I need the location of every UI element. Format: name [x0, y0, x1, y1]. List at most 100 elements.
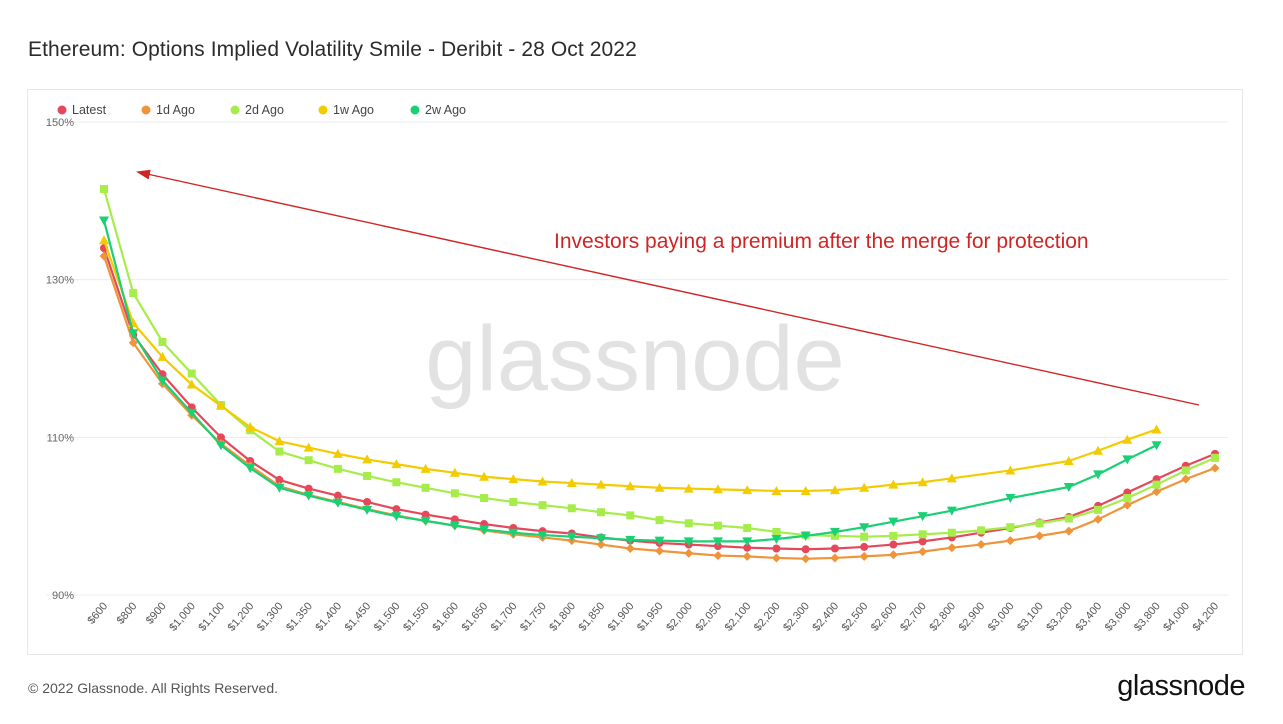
data-point — [860, 542, 869, 551]
data-point — [537, 531, 548, 541]
data-point — [596, 534, 607, 544]
data-point — [859, 523, 870, 533]
data-point — [742, 485, 753, 495]
data-point — [889, 540, 898, 549]
data-point — [829, 527, 840, 537]
x-tick-label: $1,100 — [196, 600, 227, 633]
x-tick-label: $2,300 — [781, 600, 812, 633]
x-tick-label: $2,600 — [869, 600, 900, 633]
data-point — [859, 551, 869, 561]
data-point — [362, 505, 373, 515]
data-point — [1093, 514, 1103, 524]
data-point — [684, 548, 694, 558]
data-point — [1063, 455, 1074, 465]
data-point — [363, 497, 372, 506]
y-tick-label: 150% — [46, 117, 74, 129]
data-point — [1094, 505, 1103, 514]
data-point — [977, 526, 986, 535]
data-point — [1151, 441, 1162, 451]
data-point — [654, 482, 665, 492]
x-tick-label: $1,600 — [430, 600, 461, 633]
x-tick-label: $600 — [85, 600, 110, 626]
data-point — [713, 551, 723, 561]
x-tick-label: $2,500 — [840, 600, 871, 633]
data-point — [421, 483, 430, 492]
legend-label: 1w Ago — [333, 103, 374, 117]
data-point — [800, 485, 811, 495]
x-tick-label: $1,550 — [401, 600, 432, 633]
legend-item[interactable]: 2w Ago — [410, 103, 467, 117]
data-point — [99, 251, 109, 261]
data-point — [1152, 487, 1162, 497]
data-point — [1210, 463, 1220, 473]
data-point — [1123, 494, 1132, 503]
data-point — [712, 537, 723, 547]
data-point — [128, 329, 139, 339]
data-point — [742, 537, 753, 547]
data-point — [888, 550, 898, 560]
data-point — [479, 525, 490, 535]
x-tick-label: $3,200 — [1044, 600, 1075, 633]
data-point — [363, 471, 372, 480]
data-point — [129, 289, 138, 298]
x-tick-label: $1,650 — [460, 600, 491, 633]
data-point — [859, 482, 870, 492]
x-tick-label: $1,850 — [576, 600, 607, 633]
data-point — [946, 506, 957, 516]
data-point — [509, 497, 518, 506]
data-point — [275, 475, 284, 484]
data-point — [421, 510, 430, 519]
data-point — [508, 474, 519, 484]
data-point — [683, 537, 694, 547]
data-point — [362, 454, 373, 464]
footer-logo: glassnode — [1117, 670, 1245, 702]
legend-item[interactable]: 1d Ago — [141, 103, 195, 117]
data-point — [333, 464, 342, 473]
data-point — [830, 544, 839, 553]
data-point — [743, 523, 752, 532]
series-1w-ago — [99, 235, 1162, 495]
data-point — [391, 459, 402, 469]
data-point — [304, 484, 313, 493]
data-point — [1152, 480, 1161, 489]
x-tick-label: $3,100 — [1015, 600, 1046, 633]
x-tick-label: $4,200 — [1190, 600, 1221, 633]
data-point — [1005, 536, 1015, 546]
data-point — [655, 516, 664, 525]
data-point — [392, 478, 401, 487]
data-point — [860, 532, 869, 541]
data-point — [1122, 500, 1132, 510]
data-point — [1122, 455, 1133, 465]
data-point — [772, 527, 781, 536]
data-point — [1006, 523, 1015, 532]
data-point — [274, 483, 285, 493]
data-point — [99, 235, 109, 245]
x-tick-label: $3,000 — [986, 600, 1017, 633]
data-point — [1122, 434, 1133, 444]
data-point — [187, 369, 196, 378]
data-point — [1005, 494, 1016, 504]
legend-swatch — [230, 105, 240, 115]
data-point — [449, 521, 460, 531]
legend-item[interactable]: 2d Ago — [230, 103, 284, 117]
watermark-text: glassnode — [425, 308, 844, 410]
data-point — [480, 494, 489, 503]
x-tick-label: $3,600 — [1103, 600, 1134, 633]
legend-item[interactable]: Latest — [57, 103, 107, 117]
data-point — [918, 537, 927, 546]
x-tick-label: $1,000 — [167, 600, 198, 633]
legend-item[interactable]: 1w Ago — [318, 103, 375, 117]
x-tick-label: $1,500 — [372, 600, 403, 633]
legend-label: 1d Ago — [156, 103, 195, 117]
x-tick-label: $2,050 — [693, 600, 724, 633]
x-tick-label: $1,200 — [226, 600, 257, 633]
data-point — [391, 512, 402, 522]
data-point — [215, 400, 226, 410]
data-point — [800, 531, 811, 541]
data-point — [771, 535, 782, 545]
data-point — [392, 505, 401, 514]
data-point — [771, 485, 782, 495]
data-point — [566, 478, 577, 488]
x-tick-label: $2,700 — [898, 600, 929, 633]
data-point — [245, 464, 256, 474]
